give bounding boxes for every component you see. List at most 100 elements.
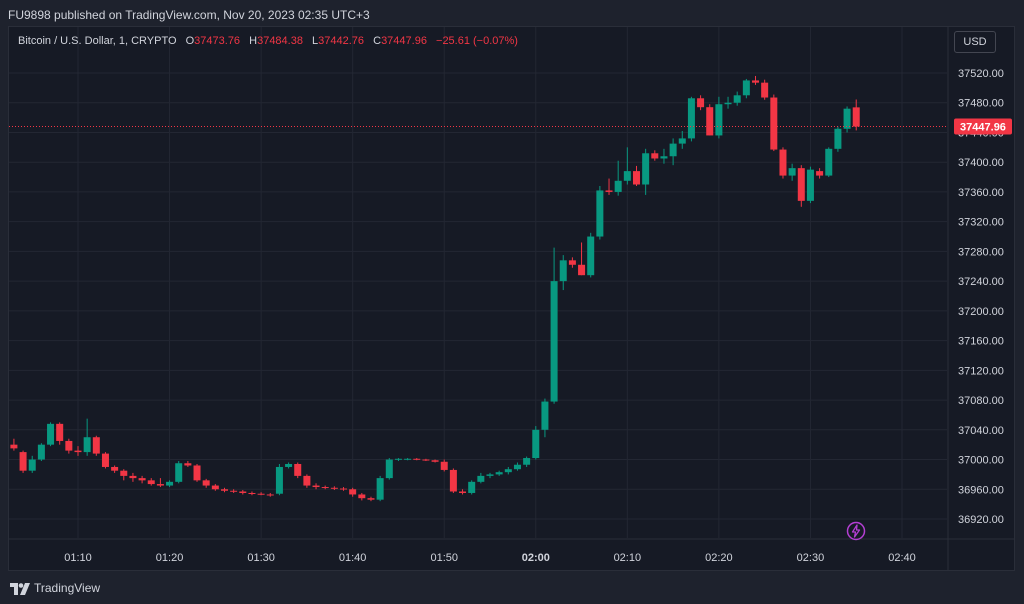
candle[interactable] [449, 468, 457, 493]
candle[interactable] [742, 78, 750, 99]
candle[interactable] [19, 450, 27, 473]
candle[interactable] [724, 96, 732, 109]
candle[interactable] [596, 185, 604, 240]
candle[interactable] [440, 459, 448, 472]
candle[interactable] [65, 438, 73, 454]
candle[interactable] [312, 483, 320, 490]
candle[interactable] [367, 496, 375, 502]
candle[interactable] [10, 438, 18, 451]
candle[interactable] [92, 435, 100, 456]
candle[interactable] [175, 461, 183, 484]
candle[interactable] [541, 398, 549, 438]
candle[interactable] [257, 492, 265, 496]
candle[interactable] [202, 478, 210, 488]
candle[interactable] [248, 491, 256, 496]
candle[interactable] [294, 462, 302, 479]
candle[interactable] [825, 147, 833, 178]
candle[interactable] [504, 466, 512, 475]
candle[interactable] [422, 458, 430, 462]
candle[interactable] [715, 96, 723, 139]
candle[interactable] [166, 480, 174, 488]
candle[interactable] [211, 484, 219, 491]
candle[interactable] [669, 138, 677, 166]
candle[interactable] [376, 475, 384, 502]
candle[interactable] [486, 472, 494, 479]
candle[interactable] [779, 147, 787, 179]
candle[interactable] [632, 165, 640, 186]
footer-brand[interactable]: TradingView [34, 581, 101, 595]
candle[interactable] [706, 104, 714, 136]
candle[interactable] [623, 147, 631, 185]
candle[interactable] [532, 426, 540, 460]
candle[interactable] [843, 106, 851, 133]
candle[interactable] [404, 458, 412, 461]
candle[interactable] [550, 247, 558, 404]
candle[interactable] [56, 422, 64, 445]
candle[interactable] [770, 94, 778, 152]
currency-button[interactable]: USD [954, 31, 996, 53]
candle[interactable] [385, 458, 393, 480]
candle[interactable] [358, 492, 366, 501]
candle-body [834, 128, 842, 149]
candle[interactable] [852, 99, 860, 131]
candle[interactable] [752, 75, 760, 85]
candle[interactable] [413, 458, 421, 461]
candle[interactable] [321, 485, 329, 490]
candle[interactable] [230, 489, 238, 493]
candle[interactable] [614, 160, 622, 196]
candle[interactable] [303, 474, 311, 488]
candle[interactable] [129, 472, 137, 482]
candle[interactable] [275, 463, 283, 496]
candle[interactable] [660, 148, 668, 164]
candle[interactable] [578, 242, 586, 276]
candle[interactable] [468, 480, 476, 495]
candle[interactable] [495, 470, 503, 476]
candle[interactable] [568, 257, 576, 268]
candle[interactable] [220, 487, 228, 493]
candle[interactable] [37, 443, 45, 462]
symbol-title[interactable]: Bitcoin / U.S. Dollar, 1, CRYPTO [18, 35, 177, 47]
candle[interactable] [138, 475, 146, 484]
candle[interactable] [678, 130, 686, 149]
candle[interactable] [340, 487, 348, 491]
candle[interactable] [120, 469, 128, 481]
candle[interactable] [111, 465, 119, 473]
candle[interactable] [239, 490, 247, 495]
candle[interactable] [431, 459, 439, 463]
candle[interactable] [806, 166, 814, 204]
candle[interactable] [587, 232, 595, 278]
candle[interactable] [559, 255, 567, 291]
candle[interactable] [147, 478, 155, 486]
candle[interactable] [330, 486, 338, 491]
candle[interactable] [193, 463, 201, 482]
candle[interactable] [651, 150, 659, 161]
candle[interactable] [834, 126, 842, 152]
candle[interactable] [477, 472, 485, 484]
candle[interactable] [28, 455, 36, 473]
candle[interactable] [83, 418, 91, 456]
candle[interactable] [687, 96, 695, 142]
candle[interactable] [816, 168, 824, 179]
candle[interactable] [266, 492, 274, 497]
candle[interactable] [394, 458, 402, 462]
candle[interactable] [47, 422, 55, 447]
candle[interactable] [797, 165, 805, 207]
candle[interactable] [642, 148, 650, 195]
candle[interactable] [101, 452, 109, 469]
candle[interactable] [74, 446, 82, 456]
candle[interactable] [733, 91, 741, 106]
candle[interactable] [761, 79, 769, 100]
tradingview-logo-icon[interactable] [10, 582, 30, 595]
candle[interactable] [459, 489, 467, 495]
candle[interactable] [156, 478, 164, 488]
candle[interactable] [184, 461, 192, 467]
candle[interactable] [697, 95, 705, 111]
candle[interactable] [285, 462, 293, 469]
lightning-icon[interactable] [846, 521, 866, 541]
candle[interactable] [788, 163, 796, 181]
candle[interactable] [349, 487, 357, 497]
candle[interactable] [513, 462, 521, 471]
candle[interactable] [605, 178, 613, 195]
candle[interactable] [523, 456, 531, 467]
